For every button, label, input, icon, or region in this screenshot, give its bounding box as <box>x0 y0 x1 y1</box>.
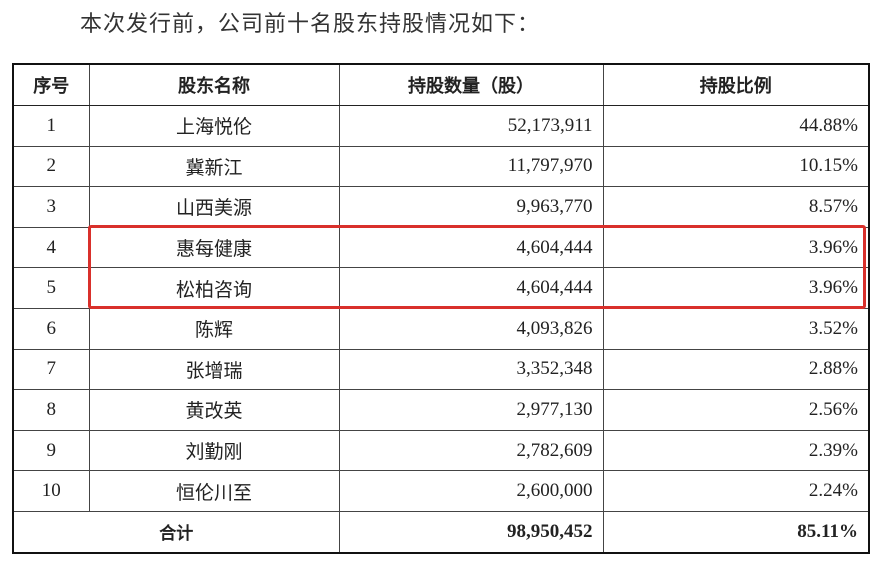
shareholder-table: 序号 股东名称 持股数量（股） 持股比例 1 上海悦伦 52,173,911 44.8… <box>12 63 870 554</box>
header-name: 股东名称 <box>88 63 340 106</box>
shareholder-name: 冀新江 <box>88 145 340 188</box>
row-number: 1 <box>12 105 90 147</box>
share-count: 11,797,970 <box>338 145 604 188</box>
total-label: 合计 <box>12 510 340 554</box>
share-percent: 3.52% <box>602 307 870 350</box>
shareholder-name: 山西美源 <box>88 186 340 228</box>
shareholder-name: 刘勤刚 <box>88 429 340 472</box>
shareholder-name: 松柏咨询 <box>88 267 340 309</box>
table-row: 4 惠每健康 4,604,444 3.96% <box>12 226 870 269</box>
share-percent: 2.88% <box>602 348 870 391</box>
share-count: 2,782,609 <box>338 429 604 472</box>
row-number: 5 <box>12 267 90 309</box>
row-number: 7 <box>12 348 90 391</box>
share-count: 52,173,911 <box>338 105 604 147</box>
share-count: 2,977,130 <box>338 389 604 431</box>
share-count: 2,600,000 <box>338 470 604 512</box>
table-row: 9 刘勤刚 2,782,609 2.39% <box>12 429 870 472</box>
shareholder-name: 恒伦川至 <box>88 470 340 512</box>
share-percent: 8.57% <box>602 186 870 228</box>
row-number: 9 <box>12 429 90 472</box>
share-count: 3,352,348 <box>338 348 604 391</box>
header-shares: 持股数量（股） <box>338 63 604 106</box>
row-number: 6 <box>12 307 90 350</box>
shareholder-name: 上海悦伦 <box>88 105 340 147</box>
share-percent: 2.56% <box>602 389 870 431</box>
row-number: 10 <box>12 470 90 512</box>
share-count: 4,604,444 <box>338 226 604 269</box>
table-row: 5 松柏咨询 4,604,444 3.96% <box>12 267 870 309</box>
share-count: 9,963,770 <box>338 186 604 228</box>
share-percent: 3.96% <box>602 267 870 309</box>
share-percent: 44.88% <box>602 105 870 147</box>
share-count: 4,093,826 <box>338 307 604 350</box>
share-count: 4,604,444 <box>338 267 604 309</box>
table-row: 7 张增瑞 3,352,348 2.88% <box>12 348 870 391</box>
total-row: 合计 98,950,452 85.11% <box>12 510 870 554</box>
shareholder-name: 张增瑞 <box>88 348 340 391</box>
intro-text: 本次发行前，公司前十名股东持股情况如下： <box>80 11 541 36</box>
table-row: 3 山西美源 9,963,770 8.57% <box>12 186 870 228</box>
header-pct: 持股比例 <box>602 63 870 106</box>
row-number: 3 <box>12 186 90 228</box>
total-pct: 85.11% <box>602 510 870 554</box>
share-percent: 10.15% <box>602 145 870 188</box>
table-row: 6 陈辉 4,093,826 3.52% <box>12 307 870 350</box>
table-row: 1 上海悦伦 52,173,911 44.88% <box>12 105 870 147</box>
table-row: 2 冀新江 11,797,970 10.15% <box>12 145 870 188</box>
header-row: 序号 股东名称 持股数量（股） 持股比例 <box>12 63 870 106</box>
total-shares: 98,950,452 <box>338 510 604 554</box>
share-percent: 3.96% <box>602 226 870 269</box>
shareholder-name: 黄改英 <box>88 389 340 431</box>
row-number: 8 <box>12 389 90 431</box>
shareholder-name: 惠每健康 <box>88 226 340 269</box>
table-row: 10 恒伦川至 2,600,000 2.24% <box>12 470 870 512</box>
row-number: 4 <box>12 226 90 269</box>
row-number: 2 <box>12 145 90 188</box>
share-percent: 2.24% <box>602 470 870 512</box>
table-row: 8 黄改英 2,977,130 2.56% <box>12 389 870 431</box>
header-no: 序号 <box>12 63 90 106</box>
share-percent: 2.39% <box>602 429 870 472</box>
shareholder-name: 陈辉 <box>88 307 340 350</box>
